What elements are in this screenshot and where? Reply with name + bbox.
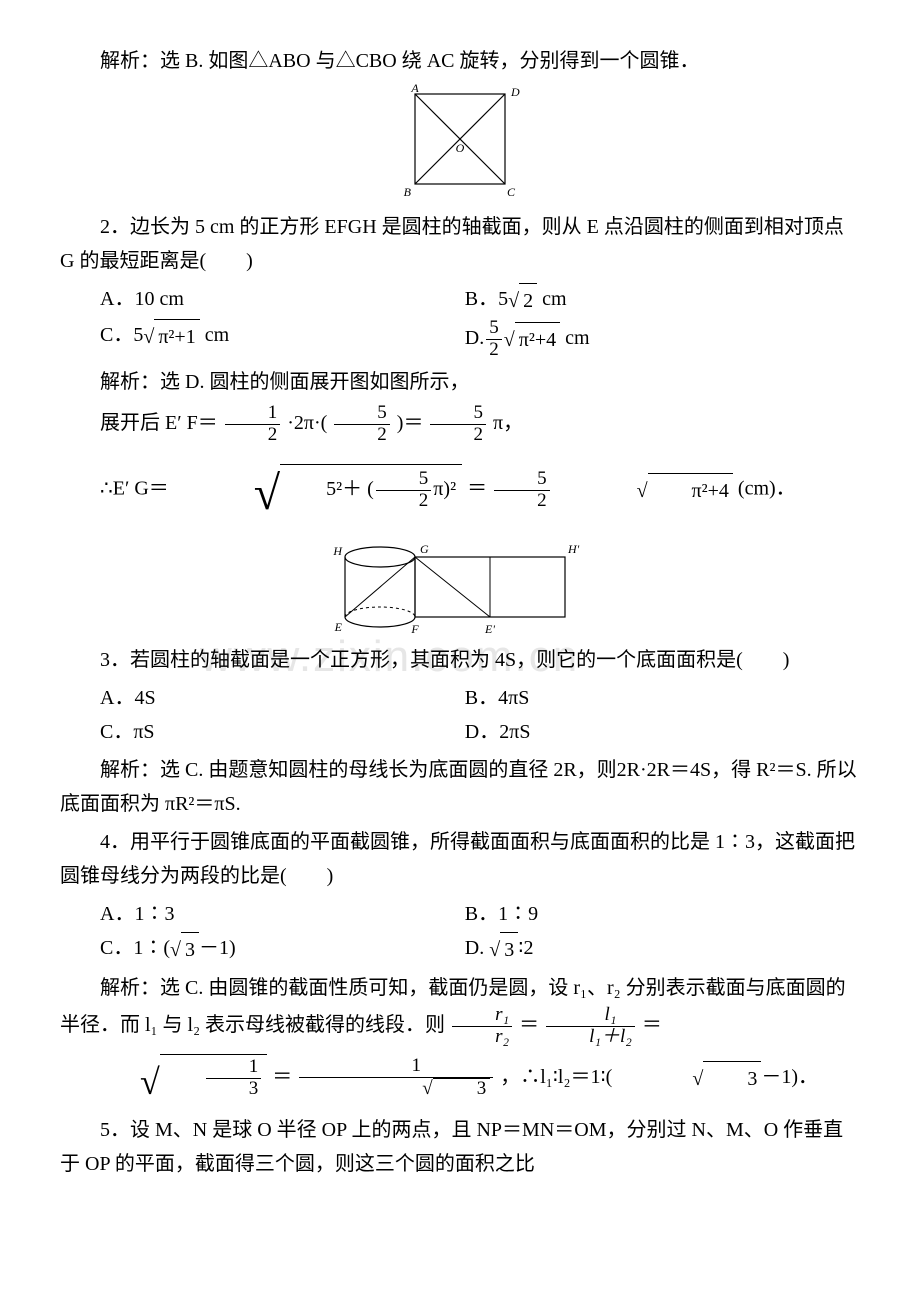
q2-a2-ad: 2: [225, 425, 281, 446]
q4-C-rad: 3: [181, 932, 199, 967]
q2-a3-fd: 2: [376, 491, 432, 512]
q4-r1n: r₁: [452, 1005, 512, 1027]
q2-C-post: cm: [200, 324, 229, 346]
q2-a2-cd: 2: [430, 425, 486, 446]
q4-D-rad: 3: [500, 932, 518, 967]
fig2-Hp: H': [567, 542, 580, 556]
q2-analysis-1: 解析：选 D. 圆柱的侧面展开图如图所示，: [60, 365, 860, 399]
q4-r1d: r₂: [452, 1027, 512, 1048]
q4-C-post: －1): [199, 937, 236, 959]
q2-optB: B．5√2 cm: [465, 282, 830, 318]
fig-label-D: D: [510, 85, 520, 99]
fig-label-C: C: [507, 185, 516, 199]
q4-analysis: 解析：选 C. 由圆锥的截面性质可知，截面仍是圆，设 r₁、r₂ 分别表示截面与…: [60, 971, 860, 1109]
q4-optB: B．1∶9: [465, 897, 830, 931]
q3-analysis: 解析：选 C. 由题意知圆柱的母线长为底面圆的直径 2R，则2R·2R＝4S，得…: [60, 753, 860, 821]
q2-a3-ia: 5²＋: [326, 478, 362, 500]
q4-sd: 3: [206, 1079, 262, 1100]
q2-a2-pre: 展开后 E′ F＝: [100, 412, 218, 434]
q4-r2d: l₁＋l₂: [546, 1027, 635, 1048]
fig2-E: E: [334, 620, 343, 634]
q4-tpre: ，∴l₁∶l₂＝1∶(: [500, 1066, 612, 1088]
q4-optA: A．1∶3: [100, 897, 465, 931]
q2-optD: D.52√π²+4 cm: [465, 318, 830, 361]
q2-D-num: 5: [486, 318, 502, 340]
q4-C-pre: C．1∶(: [100, 937, 170, 959]
q2-optC: C．5√π²+1 cm: [100, 318, 465, 361]
q2-D-den: 2: [486, 340, 502, 361]
q4-D-pre: D.: [465, 937, 489, 959]
q2-a2-post: π，: [493, 412, 523, 434]
q2-a2-an: 1: [225, 403, 281, 425]
q4-eq1: ＝: [519, 1014, 539, 1036]
fig-label-B: B: [404, 185, 412, 199]
q2-options: A．10 cm B．5√2 cm C．5√π²+1 cm D.52√π²+4 c…: [100, 282, 860, 361]
q2-B-pre: B．5: [465, 288, 508, 310]
q4-r2n: l₁: [546, 1005, 635, 1027]
fig2-G: G: [420, 542, 429, 556]
fig2-Ep: E': [484, 622, 495, 636]
document-body: 解析：选 B. 如图△ABO 与△CBO 绕 AC 旋转，分别得到一个圆锥． A…: [60, 44, 860, 1181]
q2-D-post: cm: [560, 327, 589, 349]
q4-options: A．1∶3 B．1∶9 C．1∶(√3－1) D. √3∶2: [100, 897, 860, 967]
fig2-H: H: [332, 544, 343, 558]
q4-tpost: －1)．: [761, 1066, 818, 1088]
q2-analysis-2: 展开后 E′ F＝ 12 ·2π·( 52 )＝ 52 π，: [60, 403, 860, 446]
q2-a2-m1: ·2π·(: [287, 412, 327, 434]
q2-figure: H G H' E F E': [330, 537, 590, 637]
q2-a3-sq: ²: [450, 478, 456, 500]
fig2-F: F: [410, 622, 419, 636]
q2-D-pre: D.: [465, 327, 484, 349]
q2-a2-cn: 5: [430, 403, 486, 425]
q3-stem: 3．若圆柱的轴截面是一个正方形，其面积为 4S，则它的一个底面面积是( ): [60, 643, 860, 677]
q2-stem: 2．边长为 5 cm 的正方形 EFGH 是圆柱的轴截面，则从 E 点沿圆柱的侧…: [60, 210, 860, 278]
q3-optC: C．πS: [100, 715, 465, 749]
q4-r3d: 3: [433, 1078, 491, 1100]
q4-D-post: ∶2: [518, 937, 533, 959]
fig-label-O: O: [456, 141, 465, 155]
q3-options: A．4S B．4πS C．πS D．2πS: [100, 681, 860, 749]
q1-analysis: 解析：选 B. 如图△ABO 与△CBO 绕 AC 旋转，分别得到一个圆锥．: [60, 44, 860, 78]
q4-trad: 3: [703, 1061, 761, 1096]
q2-a3-pre: ∴E′ G＝: [100, 478, 169, 500]
q2-a2-bn: 5: [334, 403, 390, 425]
q2-D-rad: π²+4: [515, 322, 560, 357]
q4-optD: D. √3∶2: [465, 931, 830, 967]
q2-a3-post: (cm)．: [738, 478, 796, 500]
q2-analysis-3: ∴E′ G＝ √ 5²＋ (52π)² ＝ 52 √π²+4 (cm)．: [60, 449, 860, 531]
q2-a3-rad: π²+4: [648, 473, 733, 508]
q3-optB: B．4πS: [465, 681, 830, 715]
q2-B-rad: 2: [519, 283, 537, 318]
q3-optD: D．2πS: [465, 715, 830, 749]
q2-a2-m2: )＝: [397, 412, 424, 434]
q2-C-pre: C．5: [100, 324, 143, 346]
q2-a2-bd: 2: [334, 425, 390, 446]
q2-a3-ib: π: [433, 478, 443, 500]
fig-label-A: A: [410, 84, 419, 95]
q5-stem: 5．设 M、N 是球 O 半径 OP 上的两点，且 NP＝MN＝OM，分别过 N…: [60, 1113, 860, 1181]
q2-a3-eq: ＝: [467, 478, 487, 500]
q2-B-post: cm: [537, 288, 566, 310]
q2-C-rad: π²+1: [154, 319, 199, 354]
q4-optC: C．1∶(√3－1): [100, 931, 465, 967]
q4-eq3: ＝: [272, 1066, 292, 1088]
q4-eq2: ＝: [642, 1014, 662, 1036]
q2-a3-rn: 5: [494, 469, 550, 491]
q4-stem: 4．用平行于圆锥底面的平面截圆锥，所得截面面积与底面面积的比是 1∶3，这截面把…: [60, 825, 860, 893]
q3-optA: A．4S: [100, 681, 465, 715]
q2-a3-fn: 5: [376, 469, 432, 491]
q4-sn: 1: [206, 1057, 262, 1079]
q1-analysis-text: 解析：选 B. 如图△ABO 与△CBO 绕 AC 旋转，分别得到一个圆锥．: [100, 50, 699, 72]
q4-r3n: 1: [299, 1056, 493, 1078]
q2-a3-rd: 2: [494, 491, 550, 512]
q2-optA: A．10 cm: [100, 282, 465, 318]
q1-figure: A D B C O: [395, 84, 525, 204]
